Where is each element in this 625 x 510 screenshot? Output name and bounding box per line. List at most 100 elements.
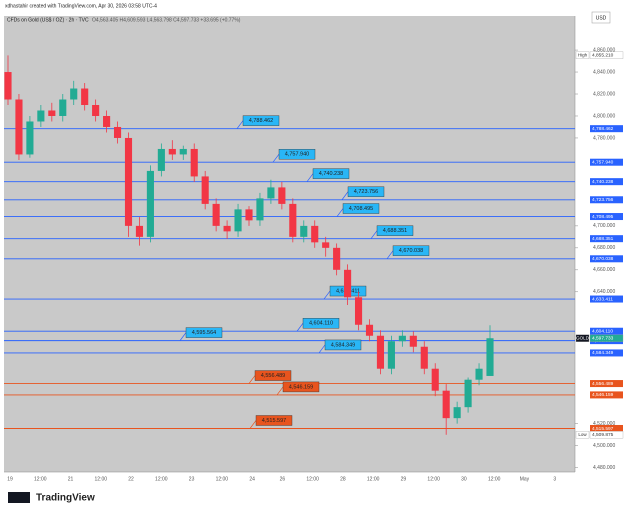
- y-tick-label: 4,820.000: [593, 91, 615, 97]
- candle-body: [420, 346, 428, 369]
- candle-body: [234, 209, 242, 232]
- price-marker-name: GOLD: [576, 335, 590, 340]
- x-tick-label: 24: [249, 476, 255, 482]
- candle-body: [267, 187, 275, 199]
- axis-marker-label: 4,788.462: [592, 126, 614, 132]
- price-marker-label: 4,597.733: [592, 336, 614, 342]
- candle-body: [124, 137, 133, 226]
- candle-body: [135, 225, 144, 237]
- level-connector: [386, 250, 394, 260]
- level-label: 4,595.564: [192, 330, 216, 336]
- level-connector: [276, 386, 284, 396]
- ohlc: O4,563.405 H4,609.593 L4,563.798 C4,597.…: [92, 17, 241, 23]
- x-tick-label: 12:00: [488, 476, 501, 482]
- credit: xdhastahir created with TradingView.com,…: [5, 3, 157, 9]
- axis-marker-label: 4,584.349: [592, 350, 614, 356]
- x-tick-label: 12:00: [306, 476, 319, 482]
- symbol: CFDs on Gold (US$ / OZ) · 2h · TVC: [7, 17, 89, 23]
- candle-body: [245, 209, 253, 221]
- candle-body: [442, 390, 450, 419]
- level-connector: [179, 332, 187, 341]
- axis-marker: [590, 327, 623, 335]
- candle-body: [81, 88, 89, 106]
- x-tick-label: 19: [7, 476, 13, 482]
- axis-marker: [590, 295, 623, 303]
- level-box: [185, 327, 223, 338]
- axis-marker: [590, 213, 623, 221]
- x-tick-label: May: [520, 476, 530, 482]
- candle-body: [278, 187, 286, 204]
- level-label: 4,740.238: [319, 171, 343, 177]
- price-marker-label: 4,509.875: [592, 432, 614, 438]
- x-tick-label: 28: [340, 476, 346, 482]
- candle-body: [59, 99, 67, 116]
- candle-body: [322, 242, 330, 248]
- x-tick-label: 12:00: [34, 476, 47, 482]
- candle-body: [103, 115, 111, 127]
- level-box: [242, 115, 280, 126]
- x-tick-label: 12:00: [216, 476, 229, 482]
- level-box: [255, 415, 293, 426]
- candle-body: [398, 335, 406, 342]
- candle-body: [486, 338, 494, 376]
- candle-body: [256, 198, 264, 221]
- y-tick-label: 4,840.000: [593, 69, 615, 75]
- price-marker-label: 4,855.210: [592, 53, 614, 59]
- level-label: 4,604.110: [309, 321, 333, 327]
- candle-body: [376, 335, 385, 369]
- level-label: 4,546.159: [289, 384, 313, 390]
- y-tick-label: 4,520.000: [593, 421, 615, 427]
- y-tick-label: 4,680.000: [593, 245, 615, 251]
- axis-marker: [590, 235, 623, 243]
- candle-body: [300, 225, 308, 237]
- price-marker-tag: [575, 431, 590, 439]
- candle-body: [70, 88, 78, 100]
- axis-marker: [590, 424, 623, 432]
- axis-marker-label: 4,723.756: [592, 197, 614, 203]
- y-tick-label: 4,800.000: [593, 113, 615, 119]
- level-connector: [323, 290, 331, 300]
- y-tick-label: 4,700.000: [593, 223, 615, 229]
- brand-logo: [8, 492, 30, 503]
- axis-marker-label: 4,604.110: [592, 328, 613, 334]
- level-box: [347, 186, 385, 197]
- candle-body: [201, 176, 209, 204]
- currency-box[interactable]: [591, 11, 611, 24]
- level-connector: [272, 153, 280, 163]
- axis-marker: [590, 391, 623, 399]
- axis-marker-label: 4,740.238: [592, 179, 614, 185]
- x-tick-label: 12:00: [155, 476, 168, 482]
- level-connector: [318, 344, 326, 354]
- axis-marker-label: 4,757.940: [592, 159, 614, 165]
- candle-body: [431, 368, 439, 391]
- price-marker-name: Low: [578, 432, 587, 437]
- level-box: [282, 381, 320, 393]
- level-box: [376, 225, 414, 236]
- x-tick-label: 12:00: [427, 476, 440, 482]
- candle-body: [387, 341, 395, 369]
- x-tick-label: 21: [68, 476, 74, 482]
- price-marker: [589, 431, 624, 439]
- candle-body: [475, 368, 483, 380]
- candle-body: [409, 335, 417, 347]
- level-connector: [248, 375, 256, 384]
- level-connector: [370, 230, 378, 239]
- level-box: [392, 245, 430, 256]
- candle-body: [113, 126, 122, 138]
- candle-body: [146, 170, 154, 237]
- axis-marker: [590, 255, 623, 263]
- candle-body: [453, 407, 461, 419]
- level-connector: [249, 420, 257, 429]
- y-tick-label: 4,780.000: [593, 135, 615, 141]
- level-label: 4,688.351: [383, 228, 407, 234]
- axis-marker-label: 4,546.159: [592, 392, 614, 398]
- x-tick-label: 23: [189, 476, 195, 482]
- y-tick-label: 4,500.000: [593, 443, 615, 449]
- level-connector: [306, 173, 314, 182]
- candle-body: [365, 324, 374, 336]
- level-connector: [236, 120, 244, 129]
- level-label: 4,515.597: [262, 418, 286, 424]
- x-tick-label: 26: [280, 476, 286, 482]
- candle-body: [157, 148, 165, 171]
